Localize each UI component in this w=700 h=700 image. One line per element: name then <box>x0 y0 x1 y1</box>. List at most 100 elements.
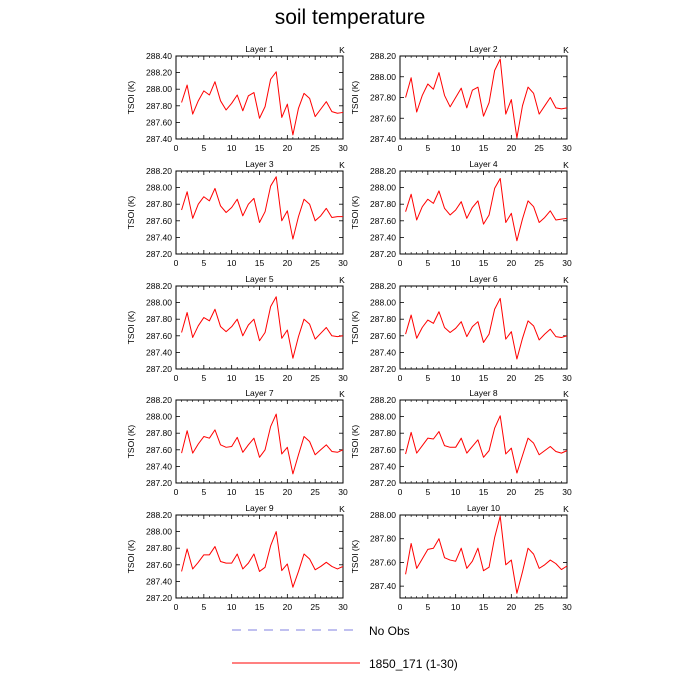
series-line <box>181 176 343 240</box>
y-tick-label: 288.20 <box>146 395 172 405</box>
series-line <box>405 58 568 139</box>
y-tick-label: 287.80 <box>370 93 396 103</box>
y-tick-label: 287.80 <box>370 314 396 324</box>
x-tick-label: 25 <box>534 602 544 612</box>
x-tick-label: 30 <box>338 143 348 153</box>
unit-label: K <box>339 45 345 55</box>
y-axis-label: TSOI (K) <box>126 540 136 574</box>
x-tick-label: 0 <box>174 258 179 268</box>
panel-layer-3: Layer 3 K TSOI (K) 0 5 10 15 20 25 30 287.20 287.40… <box>126 159 348 268</box>
plot-frame <box>175 514 344 599</box>
x-tick-label: 5 <box>201 143 206 153</box>
x-tick-label: 10 <box>227 143 237 153</box>
series-line <box>405 297 568 360</box>
y-tick-label: 287.80 <box>370 199 396 209</box>
x-tick-label: 30 <box>338 602 348 612</box>
x-tick-label: 25 <box>534 143 544 153</box>
y-tick-label: 287.20 <box>146 364 172 374</box>
y-tick-label: 287.40 <box>146 134 172 144</box>
x-tick-label: 30 <box>562 143 572 153</box>
y-tick-label: 287.40 <box>370 347 396 357</box>
x-tick-label: 20 <box>507 487 517 497</box>
y-tick-label: 288.20 <box>370 281 396 291</box>
y-tick-label: 287.80 <box>146 543 172 553</box>
legend-label: 1850_171 (1-30) <box>369 657 458 671</box>
y-tick-label: 288.00 <box>146 183 172 193</box>
y-tick-label: 288.00 <box>146 84 172 94</box>
unit-label: K <box>563 160 569 170</box>
panel-title: Layer 1 <box>245 44 274 54</box>
y-tick-label: 287.40 <box>370 134 396 144</box>
x-tick-label: 15 <box>479 143 489 153</box>
unit-label: K <box>339 389 345 399</box>
y-tick-label: 288.00 <box>370 72 396 82</box>
x-tick-label: 5 <box>201 602 206 612</box>
plot-frame <box>175 399 344 484</box>
y-axis-label: TSOI (K) <box>126 311 136 345</box>
panel-layer-7: Layer 7 K TSOI (K) 0 5 10 15 20 25 30 287.20 287.40… <box>126 388 348 497</box>
y-tick-label: 288.40 <box>146 51 172 61</box>
y-tick-label: 287.60 <box>370 216 396 226</box>
x-tick-label: 0 <box>174 487 179 497</box>
x-tick-label: 5 <box>201 258 206 268</box>
x-tick-label: 0 <box>174 143 179 153</box>
y-tick-label: 288.20 <box>370 166 396 176</box>
panel-title: Layer 5 <box>245 274 274 284</box>
y-tick-label: 287.40 <box>370 461 396 471</box>
y-tick-label: 288.20 <box>146 281 172 291</box>
x-tick-label: 25 <box>310 143 320 153</box>
x-tick-label: 15 <box>479 602 489 612</box>
panel-title: Layer 8 <box>469 388 498 398</box>
y-tick-label: 288.20 <box>370 395 396 405</box>
panel-title: Layer 2 <box>469 44 498 54</box>
plot-frame <box>399 514 568 599</box>
series-line <box>405 515 568 594</box>
x-tick-label: 0 <box>398 602 403 612</box>
y-tick-label: 287.20 <box>146 249 172 259</box>
y-tick-label: 287.40 <box>146 576 172 586</box>
y-tick-label: 288.00 <box>370 412 396 422</box>
y-tick-label: 287.20 <box>370 249 396 259</box>
x-tick-label: 20 <box>283 258 293 268</box>
y-tick-label: 288.20 <box>146 510 172 520</box>
series-line <box>181 531 344 588</box>
series-line <box>181 71 344 136</box>
legend: No Obs 1850_171 (1-30) <box>232 624 458 671</box>
unit-label: K <box>339 275 345 285</box>
y-tick-label: 287.60 <box>146 560 172 570</box>
y-tick-label: 287.20 <box>370 364 396 374</box>
x-tick-label: 0 <box>174 373 179 383</box>
plot-frame <box>175 55 344 140</box>
x-tick-label: 30 <box>562 373 572 383</box>
unit-label: K <box>563 504 569 514</box>
y-tick-label: 287.60 <box>146 117 172 127</box>
x-tick-label: 10 <box>451 373 461 383</box>
y-tick-label: 288.20 <box>146 68 172 78</box>
page-title: soil temperature <box>274 6 426 29</box>
y-tick-label: 287.60 <box>370 113 396 123</box>
x-tick-label: 30 <box>562 487 572 497</box>
x-tick-label: 30 <box>338 258 348 268</box>
plot-frame <box>175 170 344 255</box>
panel-title: Layer 10 <box>467 503 500 513</box>
y-axis-label: TSOI (K) <box>350 540 360 574</box>
x-tick-label: 0 <box>398 373 403 383</box>
x-tick-label: 20 <box>283 602 293 612</box>
y-tick-label: 288.20 <box>146 166 172 176</box>
panel-layer-4: Layer 4 K TSOI (K) 0 5 10 15 20 25 30 287.20 287.40… <box>350 159 572 268</box>
y-axis-label: TSOI (K) <box>126 425 136 459</box>
plot-frame <box>399 55 568 140</box>
x-tick-label: 25 <box>534 373 544 383</box>
panel-layer-1: Layer 1 K TSOI (K) 0 5 10 15 20 25 30 287.40 287.60… <box>126 44 348 153</box>
x-tick-label: 10 <box>451 602 461 612</box>
x-tick-label: 25 <box>310 487 320 497</box>
y-tick-label: 287.80 <box>146 101 172 111</box>
legend-label: No Obs <box>369 624 410 638</box>
x-tick-label: 20 <box>507 373 517 383</box>
y-tick-label: 287.60 <box>370 331 396 341</box>
x-tick-label: 30 <box>562 602 572 612</box>
y-tick-label: 288.00 <box>146 298 172 308</box>
y-tick-label: 287.80 <box>146 314 172 324</box>
